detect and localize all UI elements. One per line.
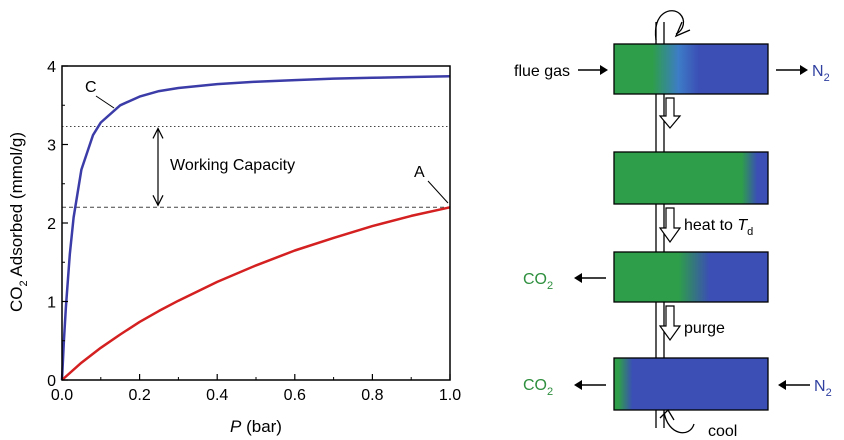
n2-out-arrow-icon <box>776 65 808 75</box>
co2-out-label-1: CO2 <box>523 271 553 292</box>
leader-c <box>95 95 115 109</box>
x-tick-label: 0.2 <box>128 387 150 404</box>
y-tick-label: 0 <box>47 373 56 390</box>
reference-lines <box>62 125 450 208</box>
x-tick-label: 0.6 <box>284 387 306 404</box>
bed-3 <box>613 251 769 303</box>
working-capacity-arrow <box>152 127 164 207</box>
flue-gas-label: flue gas <box>514 63 570 80</box>
series-layer <box>60 74 451 381</box>
flue-gas-arrow-icon <box>578 65 608 75</box>
bed-4 <box>613 357 769 411</box>
purge-label: purge <box>684 320 725 337</box>
x-tick-label: 0.4 <box>206 387 228 404</box>
n2-in-arrow-icon <box>778 380 810 390</box>
x-axis-label: P (bar) <box>230 417 282 436</box>
adsorption-cycle-diagram: flue gas N2 heat to Td CO2 purge CO2 <box>514 10 832 440</box>
top-loop-arrowhead-icon <box>674 21 691 38</box>
y-tick-label: 3 <box>47 138 56 155</box>
co2-out-arrow-1-icon <box>574 273 606 283</box>
bottom-loop-arrowhead-icon <box>659 408 675 421</box>
bed-2 <box>613 151 769 205</box>
y-tick-label: 4 <box>47 59 56 76</box>
bed-1 <box>613 43 769 95</box>
working-capacity-label: Working Capacity <box>170 157 295 174</box>
heat-label: heat to Td <box>684 217 753 238</box>
label-c: C <box>85 79 97 96</box>
axis-ticks: 0.0 0.2 0.4 0.6 0.8 1.0 0 1 2 3 4 <box>47 59 461 404</box>
down-arrow-1-icon <box>658 97 682 129</box>
y-tick-label: 1 <box>47 295 56 312</box>
label-a: A <box>414 164 425 181</box>
x-tick-label: 0.8 <box>361 387 383 404</box>
co2-out-label-2: CO2 <box>523 377 553 398</box>
working-capacity-head-bottom-icon <box>152 195 164 207</box>
co2-out-arrow-2-icon <box>574 380 606 390</box>
x-tick-label: 1.0 <box>439 387 461 404</box>
cool-label: cool <box>708 423 737 440</box>
isotherm-chart: 0.0 0.2 0.4 0.6 0.8 1.0 0 1 2 3 4 CO2 Adsorbed (mm… <box>7 59 461 436</box>
down-arrow-3-icon <box>658 305 682 342</box>
down-arrow-2-icon <box>658 207 682 244</box>
n2-in-label: N2 <box>814 378 832 399</box>
working-capacity-head-top-icon <box>152 127 164 139</box>
leader-a <box>427 180 449 204</box>
n2-out-label: N2 <box>812 63 830 84</box>
bottom-loop-arrow-icon <box>663 411 695 434</box>
y-tick-label: 2 <box>47 216 56 233</box>
series-line-c <box>60 74 451 381</box>
y-axis-label: CO2 Adsorbed (mmol/g) <box>7 132 30 312</box>
top-loop-arrow-icon <box>654 10 685 41</box>
plot-frame <box>61 65 451 381</box>
x-tick-label: 0.0 <box>51 387 73 404</box>
series-line-a <box>61 206 451 381</box>
